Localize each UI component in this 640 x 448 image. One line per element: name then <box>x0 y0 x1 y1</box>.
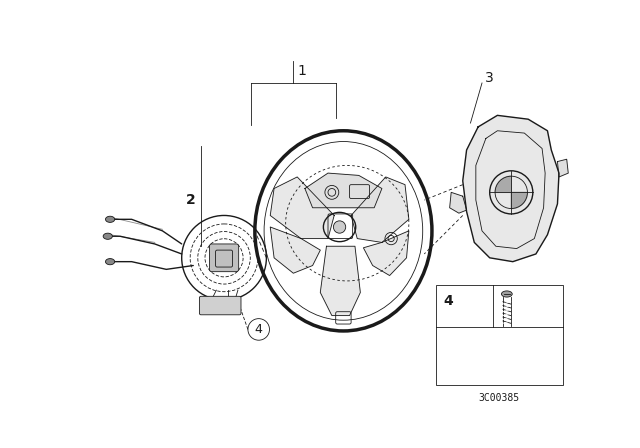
Ellipse shape <box>502 291 512 297</box>
Text: 3: 3 <box>485 71 494 86</box>
Circle shape <box>333 221 346 233</box>
Polygon shape <box>557 159 568 177</box>
Polygon shape <box>351 177 409 242</box>
Text: 1: 1 <box>297 64 306 78</box>
Polygon shape <box>364 231 409 276</box>
Polygon shape <box>450 192 467 213</box>
FancyBboxPatch shape <box>209 244 239 271</box>
Polygon shape <box>270 227 320 273</box>
Text: 4: 4 <box>444 294 453 308</box>
Text: 2: 2 <box>186 193 196 207</box>
Text: 3C00385: 3C00385 <box>478 392 520 403</box>
Ellipse shape <box>106 258 115 265</box>
Polygon shape <box>305 173 382 208</box>
Polygon shape <box>463 116 559 262</box>
Bar <box>436 285 563 385</box>
Polygon shape <box>511 192 527 208</box>
Polygon shape <box>320 246 360 315</box>
Text: 4: 4 <box>255 323 262 336</box>
FancyBboxPatch shape <box>200 296 241 315</box>
Ellipse shape <box>106 216 115 222</box>
Ellipse shape <box>103 233 113 239</box>
Polygon shape <box>270 177 334 238</box>
Polygon shape <box>495 176 511 192</box>
